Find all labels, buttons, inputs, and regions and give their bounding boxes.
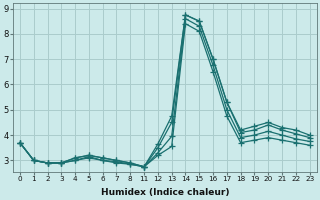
X-axis label: Humidex (Indice chaleur): Humidex (Indice chaleur)	[100, 188, 229, 197]
